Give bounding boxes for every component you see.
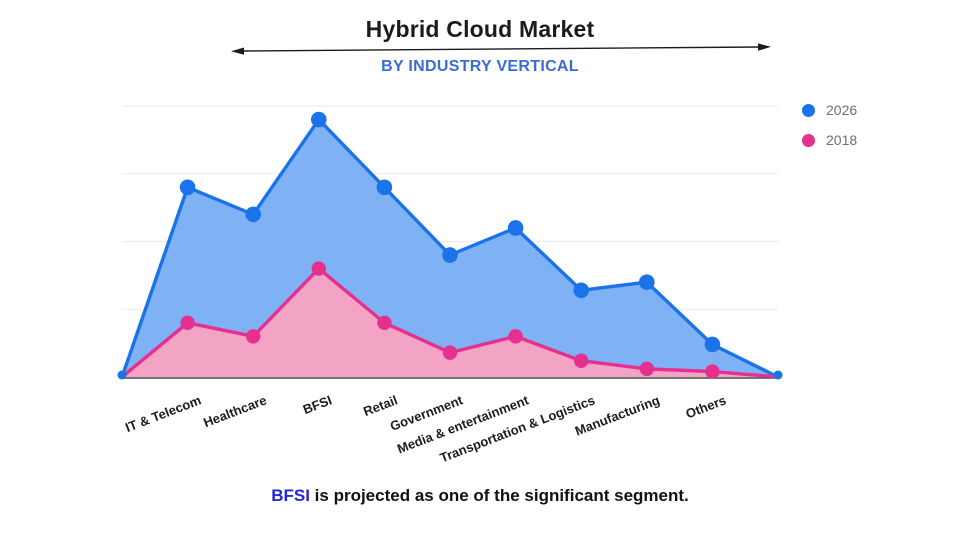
data-point-2026 [639, 274, 655, 290]
data-point-2026 [704, 336, 721, 353]
chart-subtitle: BY INDUSTRY VERTICAL [381, 58, 579, 75]
legend-item-2018: 2018 [802, 125, 857, 155]
legend-dot-2018 [802, 133, 815, 147]
data-point-2018 [442, 345, 458, 360]
data-point-2026 [245, 206, 261, 223]
area-2018 [122, 268, 778, 377]
title-span-arrow [231, 43, 771, 55]
legend-label-2026: 2026 [826, 102, 858, 118]
data-point-2026 [179, 179, 196, 196]
data-point-2026 [442, 247, 458, 263]
arrow-line [241, 46, 761, 52]
data-point-2018 [574, 353, 589, 368]
data-point-2018 [311, 261, 326, 276]
caption: BFSI is projected as one of the signific… [0, 486, 960, 506]
data-point-2018 [180, 315, 195, 330]
data-point-2026 [507, 220, 524, 236]
chart-legend: 2026 2018 [802, 95, 857, 155]
chart-title: Hybrid Cloud Market [365, 16, 595, 42]
legend-dot-2026 [802, 103, 815, 117]
legend-label-2018: 2018 [826, 132, 858, 148]
arrow-left-head [231, 47, 244, 55]
caption-text: is projected as one of the significant s… [309, 486, 689, 505]
edge-anchor-end [773, 370, 783, 380]
data-point-2018 [377, 315, 392, 330]
data-point-2026 [311, 111, 327, 128]
caption-highlight: BFSI [271, 486, 310, 505]
data-point-2026 [376, 179, 393, 196]
legend-item-2026: 2026 [802, 95, 857, 125]
data-point-2018 [246, 329, 261, 344]
arrow-right-head [758, 43, 771, 51]
data-point-2026 [573, 282, 589, 299]
data-point-2018 [639, 361, 654, 377]
edge-anchor-start [117, 370, 127, 380]
data-point-2018 [705, 364, 720, 379]
data-point-2018 [508, 329, 523, 344]
